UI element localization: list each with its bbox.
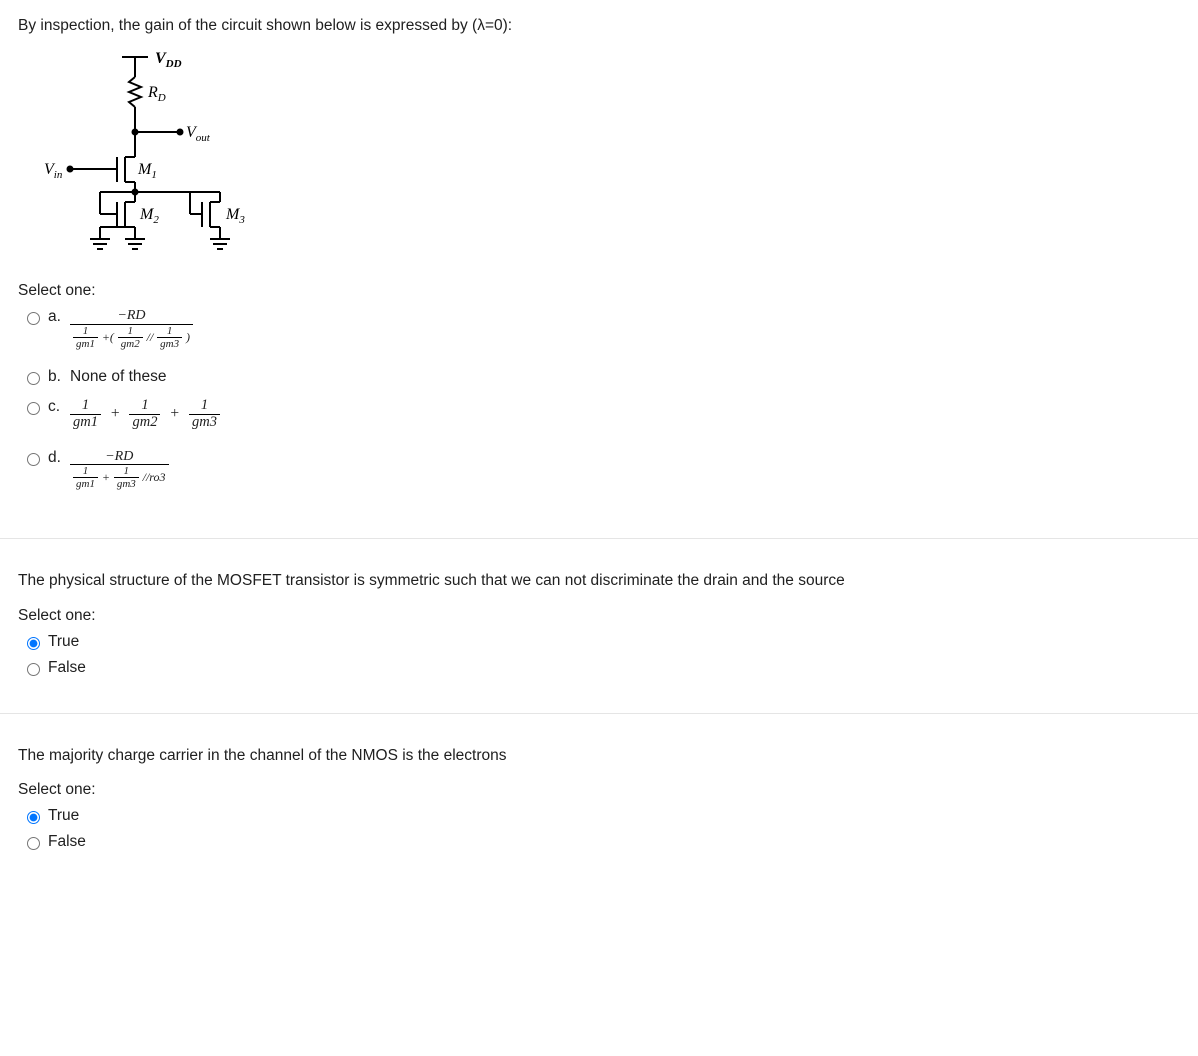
circuit-diagram: VDD RD Vout Vin M1 M2 M3 [40, 47, 1180, 262]
q3-option-false[interactable]: False [22, 833, 1180, 851]
question-2: The physical structure of the MOSFET tra… [0, 539, 1198, 713]
svg-text:Vout: Vout [186, 124, 211, 144]
q1-radio-a[interactable] [27, 312, 40, 325]
q1-option-b[interactable]: b. None of these [22, 368, 1180, 386]
svg-text:RD: RD [147, 84, 166, 104]
q1-option-c[interactable]: c. 1gm1 + 1gm2 + 1gm3 [22, 398, 1180, 431]
q1-radio-c[interactable] [27, 402, 40, 415]
q3-radio-false[interactable] [27, 837, 40, 850]
q1-text: By inspection, the gain of the circuit s… [18, 14, 1180, 37]
svg-text:M2: M2 [139, 206, 159, 226]
q1-letter-d: d. [48, 449, 64, 467]
q2-text: The physical structure of the MOSFET tra… [18, 569, 1180, 592]
q1-formula-c: 1gm1 + 1gm2 + 1gm3 [70, 398, 220, 431]
q2-option-true[interactable]: True [22, 633, 1180, 651]
q3-select-one: Select one: [18, 781, 1180, 799]
q1-letter-c: c. [48, 398, 64, 416]
q2-radio-true[interactable] [27, 637, 40, 650]
q1-option-a[interactable]: a. −RD 1gm1 +( 1gm2 // 1gm3 ) [22, 308, 1180, 350]
q3-false-label: False [48, 833, 86, 851]
question-1: By inspection, the gain of the circuit s… [0, 0, 1198, 539]
q2-radio-false[interactable] [27, 663, 40, 676]
q3-text: The majority charge carrier in the chann… [18, 744, 1180, 767]
svg-text:M1: M1 [137, 161, 157, 181]
svg-text:VDD: VDD [155, 50, 182, 70]
q1-formula-d: −RD 1gm1 + 1gm3 //ro3 [70, 449, 169, 491]
svg-text:M3: M3 [225, 206, 245, 226]
q1-formula-a: −RD 1gm1 +( 1gm2 // 1gm3 ) [70, 308, 193, 350]
q1-select-one: Select one: [18, 282, 1180, 300]
svg-text:Vin: Vin [44, 161, 63, 181]
q2-select-one: Select one: [18, 607, 1180, 625]
q2-true-label: True [48, 633, 79, 651]
q3-true-label: True [48, 807, 79, 825]
circuit-svg: VDD RD Vout Vin M1 M2 M3 [40, 47, 270, 257]
q1-text-b: None of these [70, 368, 167, 386]
q3-radio-true[interactable] [27, 811, 40, 824]
q2-option-false[interactable]: False [22, 659, 1180, 677]
q1-radio-b[interactable] [27, 372, 40, 385]
q3-option-true[interactable]: True [22, 807, 1180, 825]
q1-letter-b: b. [48, 368, 64, 386]
q1-option-d[interactable]: d. −RD 1gm1 + 1gm3 //ro3 [22, 449, 1180, 491]
q2-false-label: False [48, 659, 86, 677]
q1-radio-d[interactable] [27, 453, 40, 466]
q1-letter-a: a. [48, 308, 64, 326]
question-3: The majority charge carrier in the chann… [0, 714, 1198, 887]
